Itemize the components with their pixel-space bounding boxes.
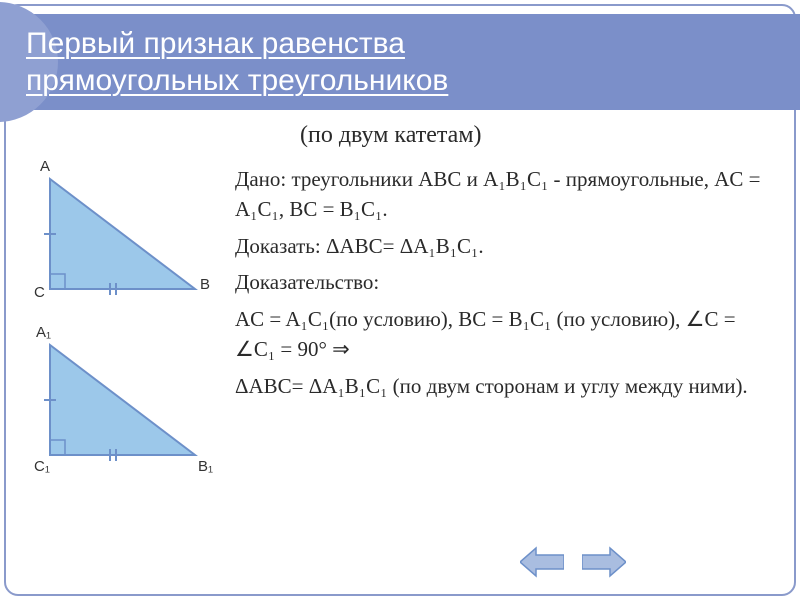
- label-A1: A₁: [36, 324, 51, 341]
- subtitle: (по двум катетам): [300, 122, 482, 149]
- label-B: B: [200, 276, 210, 293]
- title-line-2: прямоугольных треугольников: [26, 64, 448, 97]
- nav-arrows: [520, 546, 626, 578]
- slide-title: Первый признак равенства прямоугольных т…: [26, 25, 448, 100]
- arrow-right-icon: [582, 546, 626, 578]
- arrow-left-icon: [520, 546, 564, 578]
- triangle-abc: [40, 174, 210, 304]
- label-C1: C₁: [34, 458, 50, 475]
- header-bar: Первый признак равенства прямоугольных т…: [0, 14, 800, 110]
- title-line-1: Первый признак равенства: [26, 27, 405, 60]
- proof-text: Дано: треугольники ABC и A₁B₁C₁ - прямоу…: [235, 164, 775, 407]
- label-B1: B₁: [198, 458, 213, 475]
- proof-heading: Доказательство:: [235, 267, 775, 297]
- proof-step-1: AC = A₁C₁(по условию), BC = B₁C₁ (по усл…: [235, 304, 775, 365]
- next-button[interactable]: [582, 546, 626, 578]
- proof-conclusion: ΔABC= ΔA₁B₁C₁ (по двум сторонам и углу м…: [235, 371, 775, 401]
- prev-button[interactable]: [520, 546, 564, 578]
- triangle-a1b1c1: [40, 340, 210, 470]
- label-C: C: [34, 284, 45, 301]
- proof-prove: Доказать: ΔABC= ΔA₁B₁C₁.: [235, 231, 775, 261]
- label-A: A: [40, 158, 50, 175]
- proof-given: Дано: треугольники ABC и A₁B₁C₁ - прямоу…: [235, 164, 775, 225]
- triangles-figure: A C B A₁ C₁ B₁: [40, 160, 240, 500]
